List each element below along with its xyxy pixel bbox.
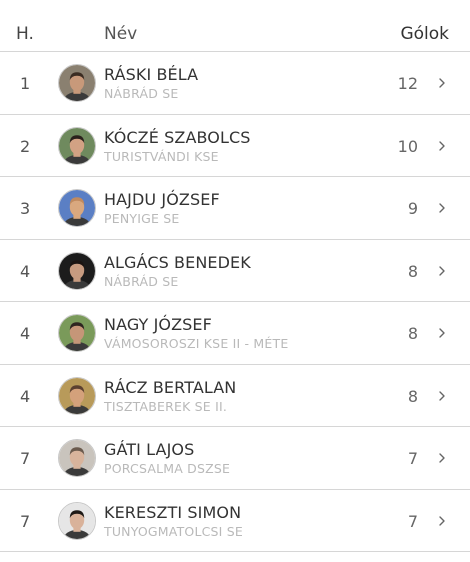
chevron-right-icon[interactable] — [436, 264, 448, 278]
chevron-right-icon[interactable] — [436, 76, 448, 90]
chevron-right-icon[interactable] — [436, 139, 448, 153]
table-row[interactable]: 3 HAJDU JÓZSEF PENYIGE SE 9 — [0, 177, 470, 240]
player-name[interactable]: NAGY JÓZSEF — [104, 315, 212, 334]
goals-value: 10 — [397, 136, 418, 156]
player-photo-icon — [58, 189, 96, 227]
player-name[interactable]: KERESZTI SIMON — [104, 502, 242, 522]
team-name: TUNYOGMATOLCSI SE — [104, 523, 243, 539]
rank-value: 2 — [20, 136, 31, 156]
rank-value: 3 — [20, 199, 31, 218]
team-name: TISZTABEREK SE II. — [104, 398, 228, 414]
table-row[interactable]: 7 KERESZTI SIMON TUNYOGMATOLCSI SE 7 — [0, 490, 470, 552]
goals-value: 7 — [407, 449, 418, 468]
team-name: VÁMOSOROSZI KSE II - MÉTE — [104, 336, 289, 351]
player-name[interactable]: KÓCZÉ SZABOLCS — [104, 127, 251, 147]
goals-value: 8 — [407, 386, 418, 406]
header-goals[interactable]: Gólok — [400, 24, 449, 44]
player-name[interactable]: ALGÁCS BENEDEK — [104, 252, 251, 272]
team-name: NÁBRÁD SE — [104, 273, 179, 289]
chevron-right-icon[interactable] — [436, 451, 448, 465]
header-name: Név — [104, 24, 138, 44]
rank-value: 1 — [20, 74, 31, 93]
table-body: 1 RÁSKI BÉLA NÁBRÁD SE 12 2 — [0, 52, 470, 552]
chevron-right-icon[interactable] — [436, 201, 448, 215]
player-name[interactable]: HAJDU JÓZSEF — [104, 190, 220, 209]
chevron-right-icon[interactable] — [436, 514, 448, 528]
goals-value: 8 — [407, 261, 418, 281]
player-name[interactable]: RÁCZ BERTALAN — [104, 377, 237, 397]
table-row[interactable]: 1 RÁSKI BÉLA NÁBRÁD SE 12 — [0, 52, 470, 115]
player-photo-icon — [58, 126, 96, 165]
table-header: H. Név Gólok — [0, 0, 470, 52]
table-row[interactable]: 7 GÁTI LAJOS PORCSALMA DSZSE 7 — [0, 427, 470, 490]
player-photo-icon — [58, 439, 96, 477]
player-photo-icon — [58, 251, 96, 290]
goals-value: 8 — [407, 324, 418, 343]
rank-value: 4 — [20, 386, 31, 406]
goals-value: 12 — [397, 74, 418, 93]
table-row[interactable]: 2 KÓCZÉ SZABOLCS TURISTVÁNDI KSE 10 — [0, 115, 470, 177]
team-name: TURISTVÁNDI KSE — [104, 148, 219, 164]
player-photo-icon — [58, 314, 96, 352]
rank-value: 7 — [20, 449, 31, 468]
table-row[interactable]: 4 NAGY JÓZSEF VÁMOSOROSZI KSE II - MÉTE … — [0, 302, 470, 365]
goals-value: 7 — [407, 511, 418, 531]
chevron-right-icon[interactable] — [436, 326, 448, 340]
rank-value: 4 — [20, 261, 31, 281]
player-name[interactable]: GÁTI LAJOS — [104, 440, 195, 459]
table-row[interactable]: 4 ALGÁCS BENEDEK NÁBRÁD SE 8 — [0, 240, 470, 302]
rank-value: 7 — [20, 511, 31, 531]
player-photo-icon — [58, 376, 96, 415]
team-name: PORCSALMA DSZSE — [104, 461, 231, 476]
rank-value: 4 — [20, 324, 31, 343]
header-rank: H. — [16, 24, 34, 44]
player-photo-icon — [58, 501, 96, 540]
player-name[interactable]: RÁSKI BÉLA — [104, 65, 199, 84]
team-name: PENYIGE SE — [104, 211, 180, 226]
chevron-right-icon[interactable] — [436, 389, 448, 403]
player-photo-icon — [58, 64, 96, 102]
goals-value: 9 — [407, 199, 418, 218]
team-name: NÁBRÁD SE — [104, 86, 179, 101]
table-row[interactable]: 4 RÁCZ BERTALAN TISZTABEREK SE II. 8 — [0, 365, 470, 427]
